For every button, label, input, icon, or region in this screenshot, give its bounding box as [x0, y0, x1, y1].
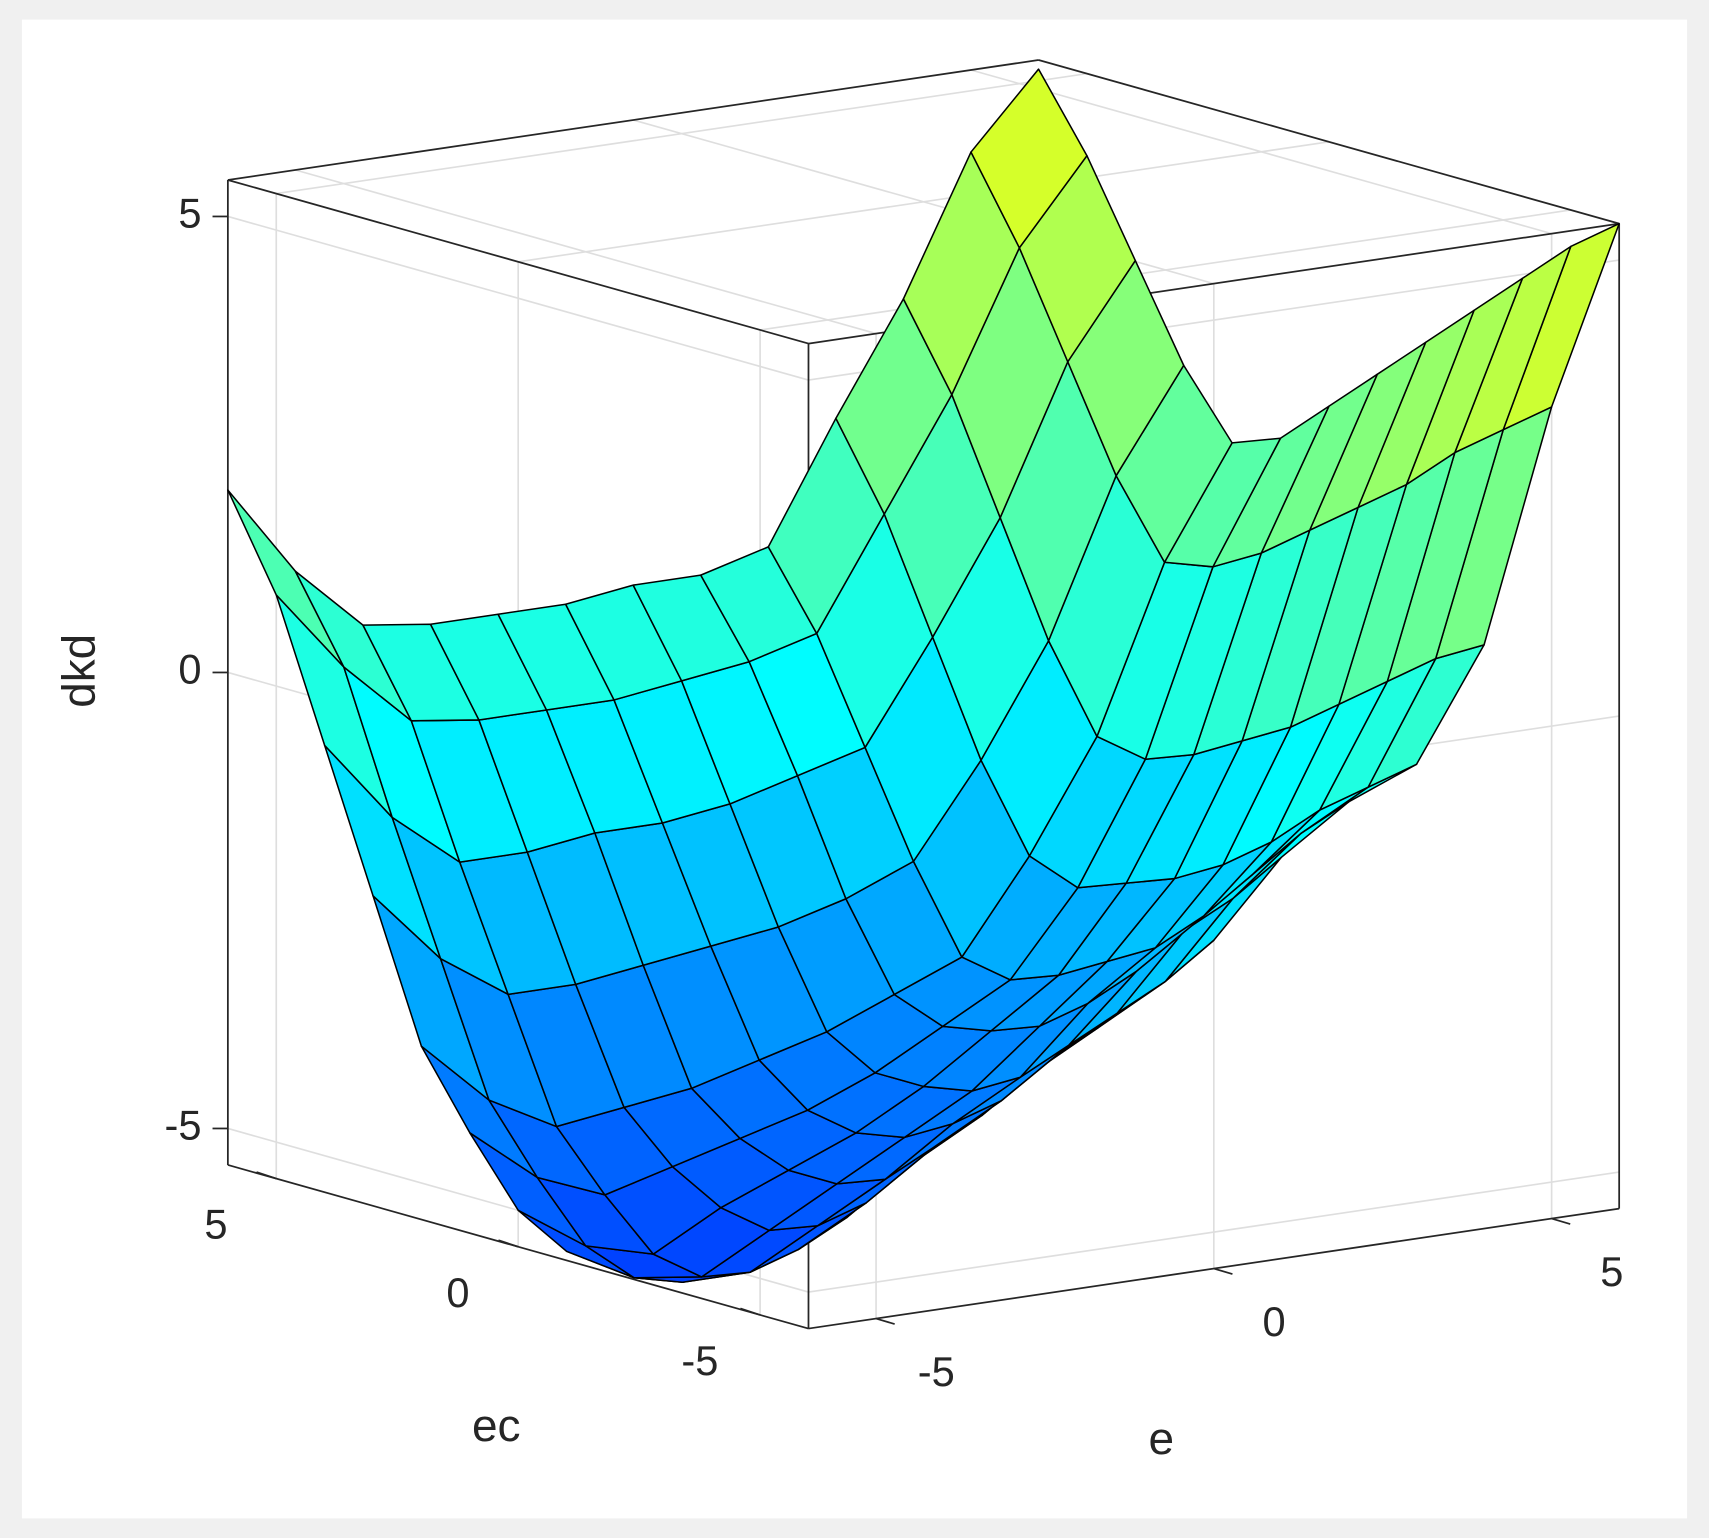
surface — [227, 68, 1620, 1284]
box-edge — [227, 179, 809, 345]
labels: e ec dkd -5 0 5 -5 0 5 -5 0 5 — [52, 189, 1623, 1464]
z-axis-label: dkd — [52, 634, 104, 708]
box-edge — [227, 59, 1039, 181]
z-tick-label: 5 — [178, 189, 201, 236]
y-tick-label: 5 — [204, 1201, 227, 1248]
surface-patch — [970, 68, 1088, 249]
z-tick-label: 0 — [178, 645, 201, 692]
y-tick — [256, 1171, 277, 1180]
grid-line — [295, 169, 877, 335]
x-tick-label: -5 — [918, 1348, 955, 1395]
x-tick — [1213, 1267, 1233, 1275]
y-tick-label: -5 — [681, 1337, 718, 1384]
x-tick — [1551, 1217, 1571, 1225]
box-edge — [1038, 59, 1620, 225]
y-tick — [498, 1239, 519, 1248]
x-tick-label: 5 — [1600, 1248, 1623, 1295]
y-axis-label: ec — [472, 1399, 521, 1451]
y-tick — [740, 1307, 761, 1316]
z-tick-label: -5 — [165, 1102, 202, 1149]
x-axis-label: e — [1148, 1412, 1174, 1464]
x-tick — [875, 1317, 895, 1325]
x-tick-label: 0 — [1263, 1298, 1286, 1345]
grid-line — [970, 69, 1552, 235]
y-tick-label: 0 — [446, 1269, 469, 1316]
